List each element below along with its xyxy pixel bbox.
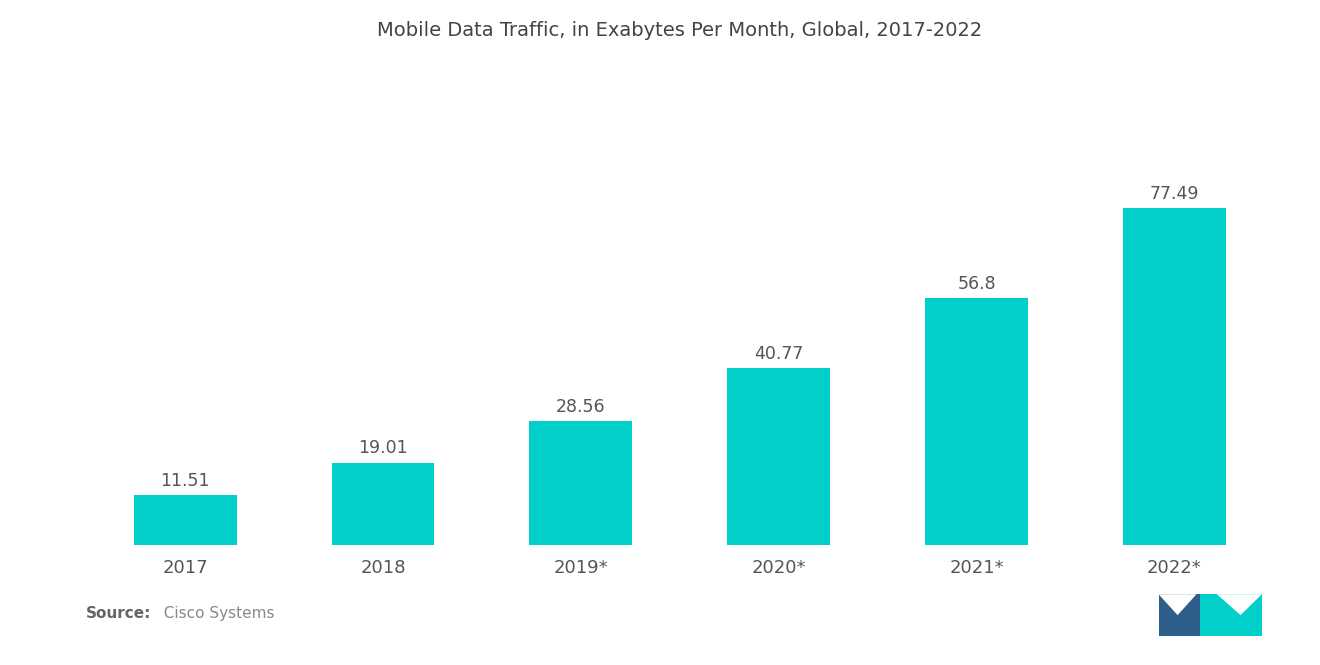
Text: 28.56: 28.56 [556, 398, 606, 416]
Text: 11.51: 11.51 [161, 472, 210, 490]
Text: 77.49: 77.49 [1150, 185, 1199, 203]
Bar [529, 421, 632, 545]
Bar [331, 463, 434, 545]
Text: 19.01: 19.01 [358, 440, 408, 458]
Bar [133, 495, 236, 545]
Text: 56.8: 56.8 [957, 275, 995, 293]
Text: Cisco Systems: Cisco Systems [154, 606, 275, 622]
Text: 40.77: 40.77 [754, 344, 804, 362]
Bar [1123, 208, 1226, 545]
Bar [727, 368, 830, 545]
Title: Mobile Data Traffic, in Exabytes Per Month, Global, 2017-2022: Mobile Data Traffic, in Exabytes Per Mon… [378, 21, 982, 40]
Bar [925, 298, 1028, 545]
Bar [1159, 595, 1221, 636]
Polygon shape [1217, 595, 1262, 615]
Bar [1200, 595, 1262, 636]
Polygon shape [1159, 595, 1196, 615]
Text: Source:: Source: [86, 606, 152, 622]
